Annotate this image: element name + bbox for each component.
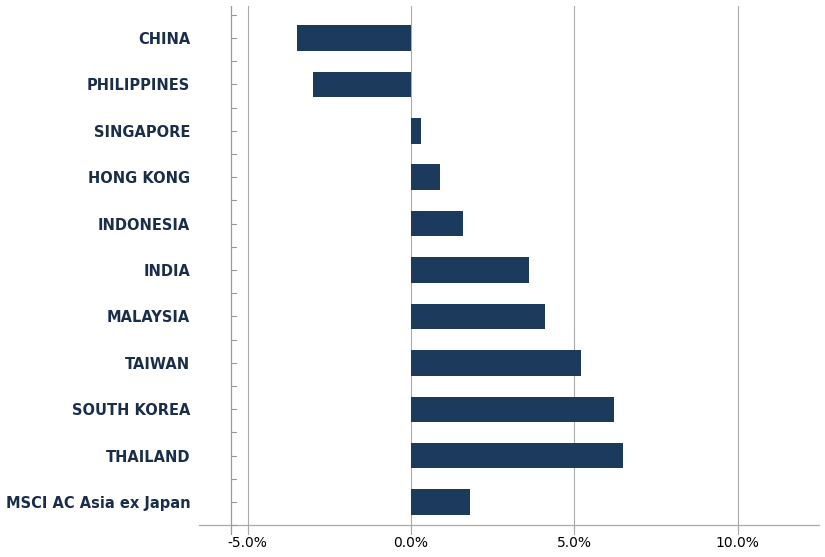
Bar [411,118,421,144]
Bar [411,350,581,375]
Bar [411,489,469,515]
Bar [411,304,545,329]
Bar [411,164,441,190]
Bar [411,211,463,236]
Bar [411,257,529,283]
Bar [411,397,614,422]
Bar [296,25,411,51]
Bar [411,443,624,468]
Bar [313,72,411,97]
